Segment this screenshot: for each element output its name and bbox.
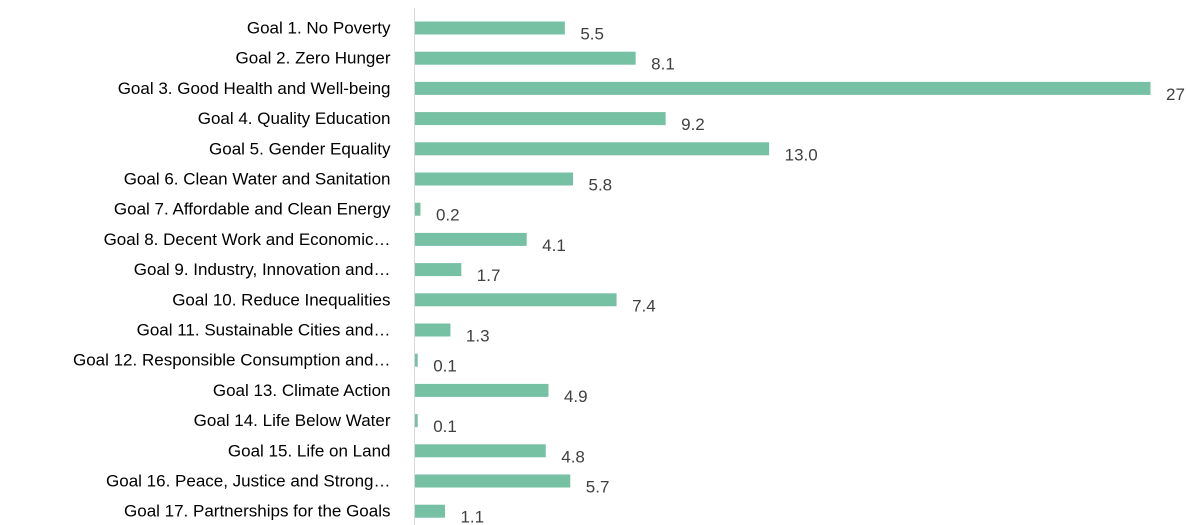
category-label-goal-1: Goal 1. No Poverty [247, 19, 391, 38]
bars-group [415, 21, 1151, 518]
category-label-goal-15: Goal 15. Life on Land [228, 441, 391, 460]
value-label-goal-13: 4.9 [564, 387, 588, 406]
value-label-goal-3: 27.0 [1166, 85, 1186, 104]
value-label-goal-10: 7.4 [632, 296, 656, 315]
value-label-goal-8: 4.1 [542, 236, 566, 255]
category-label-goal-5: Goal 5. Gender Equality [209, 139, 391, 158]
category-label-goal-2: Goal 2. Zero Hunger [236, 49, 391, 68]
bar-goal-4 [415, 112, 666, 126]
bar-goal-5 [415, 142, 770, 156]
category-label-goal-4: Goal 4. Quality Education [198, 109, 391, 128]
category-label-goal-6: Goal 6. Clean Water and Sanitation [124, 170, 391, 189]
value-label-goal-4: 9.2 [681, 115, 705, 134]
category-label-goal-9: Goal 9. Industry, Innovation and… [134, 260, 391, 279]
category-label-goal-12: Goal 12. Responsible Consumption and… [73, 351, 391, 370]
bar-goal-3 [415, 81, 1151, 95]
value-label-goal-11: 1.3 [466, 327, 490, 346]
bar-goal-14 [415, 414, 418, 428]
value-label-goal-17: 1.1 [460, 508, 484, 525]
category-label-goal-8: Goal 8. Decent Work and Economic… [104, 230, 391, 249]
bar-goal-15 [415, 444, 546, 458]
value-label-goal-2: 8.1 [651, 55, 675, 74]
value-label-goal-15: 4.8 [561, 447, 585, 466]
bar-goal-12 [415, 353, 418, 367]
value-label-goal-9: 1.7 [477, 266, 501, 285]
category-labels-group: Goal 1. No Poverty Goal 2. Zero Hunger Goa… [73, 19, 391, 521]
category-label-goal-3: Goal 3. Good Health and Well-being [118, 79, 391, 98]
bar-goal-8 [415, 232, 527, 246]
category-label-goal-7: Goal 7. Affordable and Clean Energy [114, 200, 391, 219]
bar-goal-2 [415, 51, 636, 65]
bar-goal-6 [415, 172, 573, 186]
bar-goal-7 [415, 202, 421, 216]
bar-goal-9 [415, 263, 462, 277]
bar-goal-1 [415, 21, 565, 35]
bar-goal-17 [415, 504, 445, 518]
category-label-goal-13: Goal 13. Climate Action [213, 381, 391, 400]
bar-goal-16 [415, 474, 571, 488]
value-label-goal-1: 5.5 [580, 25, 604, 44]
value-labels-group: 5.5 8.1 27.0 9.2 13.0 5.8 0.2 4.1 1.7 7.4 1.3 0.1 4.… [433, 25, 1186, 525]
bar-goal-13 [415, 383, 549, 397]
category-label-goal-11: Goal 11. Sustainable Cities and… [137, 321, 391, 340]
category-label-goal-17: Goal 17. Partnerships for the Goals [124, 502, 390, 521]
value-label-goal-7: 0.2 [436, 206, 460, 225]
value-label-goal-14: 0.1 [433, 417, 457, 436]
bar-goal-11 [415, 323, 451, 337]
category-label-goal-10: Goal 10. Reduce Inequalities [172, 290, 390, 309]
value-label-goal-16: 5.7 [586, 478, 610, 497]
value-label-goal-5: 13.0 [785, 145, 818, 164]
bar-goal-10 [415, 293, 617, 307]
category-label-goal-14: Goal 14. Life Below Water [194, 411, 391, 430]
value-label-goal-12: 0.1 [433, 357, 457, 376]
value-label-goal-6: 5.8 [588, 176, 612, 195]
category-label-goal-16: Goal 16. Peace, Justice and Strong… [106, 472, 390, 491]
